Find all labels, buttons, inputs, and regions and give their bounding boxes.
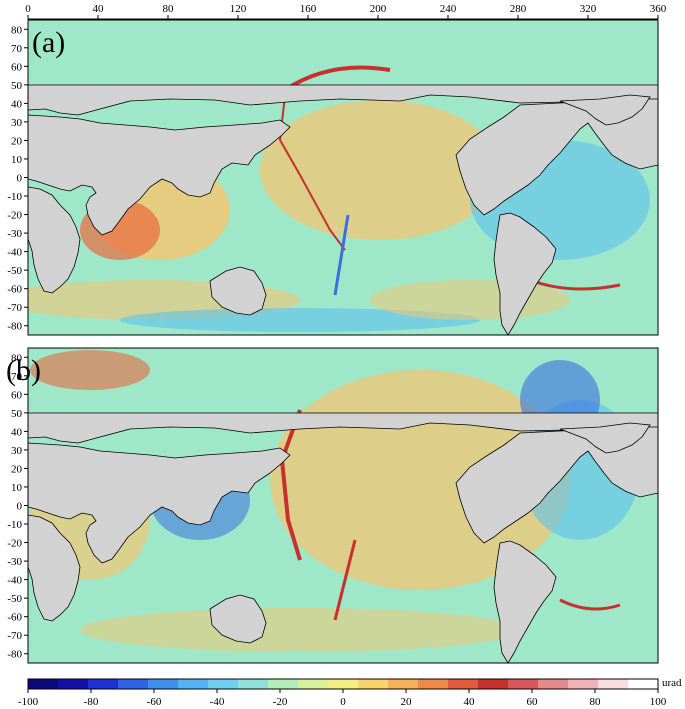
top-axis-tick-label: 0: [25, 3, 31, 15]
colorbar-tick-label: -20: [273, 696, 288, 708]
lat-tick-label: 0: [17, 501, 23, 513]
panel-b: 80 70 60 50 40 30 20 10 0 -10 -20 -30 -40 -50 -60 -70 -8…: [6, 347, 659, 664]
top-axis-tick-label: 240: [440, 3, 457, 15]
colorbar-segment: [388, 679, 419, 689]
top-axis-tick-label: 200: [370, 3, 387, 15]
lat-tick-label: 60: [11, 389, 23, 401]
lat-tick-label: 70: [11, 43, 23, 55]
lat-tick-label: -80: [7, 321, 22, 333]
lat-tick-label: -30: [7, 228, 22, 240]
colorbar-segment: [568, 679, 599, 689]
panel-b-field: [28, 350, 658, 663]
colorbar-segment: [268, 679, 299, 689]
lat-tick-label: 80: [11, 352, 23, 364]
colorbar-segment: [328, 679, 359, 689]
colorbar-segment: [148, 679, 179, 689]
lat-tick-label: 70: [11, 371, 23, 383]
lat-tick-label: -10: [7, 519, 22, 531]
lat-tick-label: 20: [11, 135, 23, 147]
colorbar-segment: [448, 679, 479, 689]
lat-tick-label: 50: [11, 408, 23, 420]
lat-tick-label: 10: [11, 154, 23, 166]
colorbar-segment: [58, 679, 89, 689]
colorbar-tick-label: -40: [210, 696, 225, 708]
lat-tick-label: -50: [7, 265, 22, 277]
lat-tick-label: 40: [11, 98, 23, 110]
top-axis-tick-label: 120: [230, 3, 247, 15]
colorbar-tick-label: -80: [84, 696, 99, 708]
colorbar-segment: [358, 679, 389, 689]
lat-tick-label: 40: [11, 426, 23, 438]
top-axis-tick-label: 160: [300, 3, 317, 15]
panel-a: 80 70 60 50 40 30 20 10 0 -10 -20 -30 -40 -50 -60 -70 -8…: [7, 19, 659, 336]
lat-tick-label: 60: [11, 61, 23, 73]
colorbar: -100 -80 -60 -40 -20 0 20 40 60 80 100 urad: [18, 677, 682, 708]
colorbar-segment: [628, 679, 659, 689]
lat-tick-label: 30: [11, 117, 23, 129]
colorbar-tick-label: 100: [650, 696, 667, 708]
top-axis-tick-label: 280: [510, 3, 527, 15]
top-axis-tick-label: 360: [650, 3, 667, 15]
top-longitude-axis: 0 40 80 120 160 200 240 280 320 360: [25, 3, 667, 20]
lat-tick-label: -10: [7, 191, 22, 203]
panel-a-label: (a): [32, 26, 65, 59]
colorbar-segment: [538, 679, 569, 689]
colorbar-segment: [598, 679, 629, 689]
colorbar-segment: [88, 679, 119, 689]
lat-tick-label: -80: [7, 649, 22, 661]
lat-tick-label: 30: [11, 445, 23, 457]
lat-tick-label: -40: [7, 575, 22, 587]
colorbar-unit: urad: [662, 677, 682, 689]
top-axis-tick-label: 80: [163, 3, 175, 15]
colorbar-tick-label: 0: [340, 696, 346, 708]
colorbar-segment: [178, 679, 209, 689]
lat-tick-label: -20: [7, 538, 22, 550]
colorbar-segment: [298, 679, 329, 689]
panel-a-field: [28, 65, 658, 335]
colorbar-tick-label: 40: [464, 696, 476, 708]
colorbar-segment: [478, 679, 509, 689]
colorbar-tick-label: -60: [147, 696, 162, 708]
lat-tick-label: -50: [7, 593, 22, 605]
lat-tick-label: -30: [7, 556, 22, 568]
top-axis-tick-label: 320: [580, 3, 597, 15]
colorbar-segment: [28, 679, 59, 689]
colorbar-segment: [118, 679, 149, 689]
colorbar-tick-label: 60: [527, 696, 539, 708]
lat-tick-label: -40: [7, 247, 22, 259]
colorbar-segment: [208, 679, 239, 689]
top-axis-tick-label: 40: [93, 3, 105, 15]
lat-tick-label: 10: [11, 482, 23, 494]
lat-tick-label: -70: [7, 630, 22, 642]
colorbar-tick-label: 20: [401, 696, 413, 708]
colorbar-segment: [418, 679, 449, 689]
lat-tick-label: 0: [17, 173, 23, 185]
colorbar-tick-label: -100: [18, 696, 39, 708]
colorbar-segment: [508, 679, 539, 689]
colorbar-tick-label: 80: [590, 696, 602, 708]
panel-b-label: (b): [6, 354, 41, 387]
lat-tick-label: -60: [7, 284, 22, 296]
colorbar-segment: [238, 679, 269, 689]
lat-tick-label: 80: [11, 24, 23, 36]
lat-tick-label: -60: [7, 612, 22, 624]
lat-tick-label: -70: [7, 302, 22, 314]
lat-tick-label: -20: [7, 210, 22, 222]
lat-tick-label: 50: [11, 80, 23, 92]
lat-tick-label: 20: [11, 463, 23, 475]
